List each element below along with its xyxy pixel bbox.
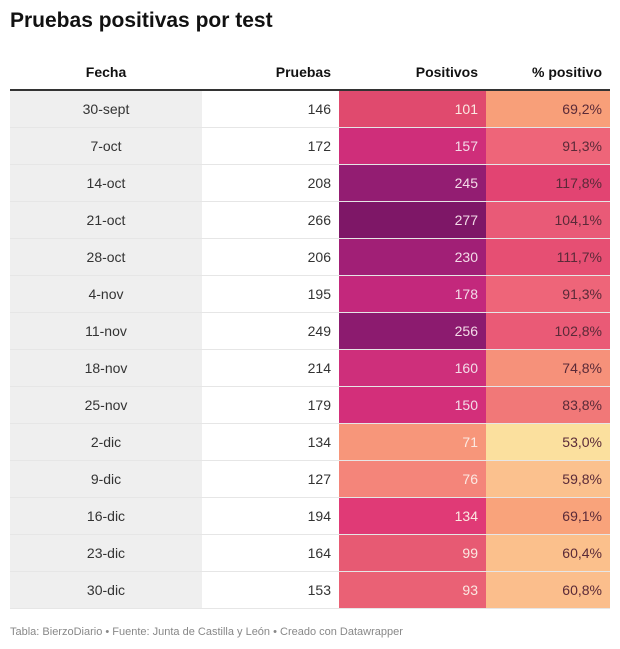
porcentaje-cell: 104,1% xyxy=(486,201,610,239)
pruebas-cell: 194 xyxy=(202,497,339,535)
pruebas-cell: 266 xyxy=(202,201,339,239)
data-table: Fecha Pruebas Positivos % positivo 30-se… xyxy=(10,54,610,609)
positivos-cell: 76 xyxy=(339,460,486,498)
date-cell: 14-oct xyxy=(10,164,202,202)
column-header-positivos[interactable]: Positivos xyxy=(339,54,486,91)
positivos-cell: 157 xyxy=(339,127,486,165)
pruebas-cell: 206 xyxy=(202,238,339,276)
positivos-cell: 256 xyxy=(339,312,486,350)
positivos-cell: 277 xyxy=(339,201,486,239)
date-cell: 16-dic xyxy=(10,497,202,535)
porcentaje-cell: 69,2% xyxy=(486,90,610,128)
porcentaje-cell: 117,8% xyxy=(486,164,610,202)
porcentaje-cell: 91,3% xyxy=(486,127,610,165)
positivos-cell: 230 xyxy=(339,238,486,276)
positivos-cell: 134 xyxy=(339,497,486,535)
table-row: 9-dic 127 76 59,8% xyxy=(10,460,610,498)
date-cell: 30-sept xyxy=(10,90,202,128)
source-footer: Tabla: BierzoDiario • Fuente: Junta de C… xyxy=(10,626,403,638)
column-header-pruebas[interactable]: Pruebas xyxy=(202,54,339,91)
chart-title: Pruebas positivas por test xyxy=(10,9,273,32)
date-cell: 4-nov xyxy=(10,275,202,313)
pruebas-cell: 127 xyxy=(202,460,339,498)
porcentaje-cell: 59,8% xyxy=(486,460,610,498)
pruebas-cell: 195 xyxy=(202,275,339,313)
pruebas-cell: 179 xyxy=(202,386,339,424)
pruebas-cell: 153 xyxy=(202,571,339,609)
table-row: 2-dic 134 71 53,0% xyxy=(10,423,610,461)
table-body: 30-sept 146 101 69,2% 7-oct 172 157 91,3% 14-oct… xyxy=(10,90,610,609)
positivos-cell: 101 xyxy=(339,90,486,128)
porcentaje-cell: 83,8% xyxy=(486,386,610,424)
table-row: 16-dic 194 134 69,1% xyxy=(10,497,610,535)
positivos-cell: 93 xyxy=(339,571,486,609)
porcentaje-cell: 60,8% xyxy=(486,571,610,609)
table-row: 21-oct 266 277 104,1% xyxy=(10,201,610,239)
date-cell: 9-dic xyxy=(10,460,202,498)
pruebas-cell: 249 xyxy=(202,312,339,350)
positivos-cell: 150 xyxy=(339,386,486,424)
date-cell: 25-nov xyxy=(10,386,202,424)
date-cell: 30-dic xyxy=(10,571,202,609)
porcentaje-cell: 102,8% xyxy=(486,312,610,350)
pruebas-cell: 164 xyxy=(202,534,339,572)
date-cell: 7-oct xyxy=(10,127,202,165)
table-row: 7-oct 172 157 91,3% xyxy=(10,127,610,165)
porcentaje-cell: 69,1% xyxy=(486,497,610,535)
porcentaje-cell: 53,0% xyxy=(486,423,610,461)
column-header-porcentaje[interactable]: % positivo xyxy=(486,54,610,91)
table-row: 30-dic 153 93 60,8% xyxy=(10,571,610,609)
pruebas-cell: 134 xyxy=(202,423,339,461)
porcentaje-cell: 111,7% xyxy=(486,238,610,276)
positivos-cell: 71 xyxy=(339,423,486,461)
table-row: 30-sept 146 101 69,2% xyxy=(10,90,610,128)
positivos-cell: 99 xyxy=(339,534,486,572)
table-row: 11-nov 249 256 102,8% xyxy=(10,312,610,350)
table-header-row: Fecha Pruebas Positivos % positivo xyxy=(10,54,610,91)
positivos-cell: 160 xyxy=(339,349,486,387)
porcentaje-cell: 60,4% xyxy=(486,534,610,572)
pruebas-cell: 146 xyxy=(202,90,339,128)
date-cell: 18-nov xyxy=(10,349,202,387)
date-cell: 23-dic xyxy=(10,534,202,572)
pruebas-cell: 214 xyxy=(202,349,339,387)
date-cell: 28-oct xyxy=(10,238,202,276)
table-row: 14-oct 208 245 117,8% xyxy=(10,164,610,202)
pruebas-cell: 208 xyxy=(202,164,339,202)
porcentaje-cell: 91,3% xyxy=(486,275,610,313)
date-cell: 21-oct xyxy=(10,201,202,239)
date-cell: 2-dic xyxy=(10,423,202,461)
column-header-fecha[interactable]: Fecha xyxy=(10,54,202,91)
date-cell: 11-nov xyxy=(10,312,202,350)
positivos-cell: 178 xyxy=(339,275,486,313)
table-row: 28-oct 206 230 111,7% xyxy=(10,238,610,276)
table-row: 25-nov 179 150 83,8% xyxy=(10,386,610,424)
table-row: 4-nov 195 178 91,3% xyxy=(10,275,610,313)
table-row: 23-dic 164 99 60,4% xyxy=(10,534,610,572)
table-row: 18-nov 214 160 74,8% xyxy=(10,349,610,387)
porcentaje-cell: 74,8% xyxy=(486,349,610,387)
positivos-cell: 245 xyxy=(339,164,486,202)
pruebas-cell: 172 xyxy=(202,127,339,165)
